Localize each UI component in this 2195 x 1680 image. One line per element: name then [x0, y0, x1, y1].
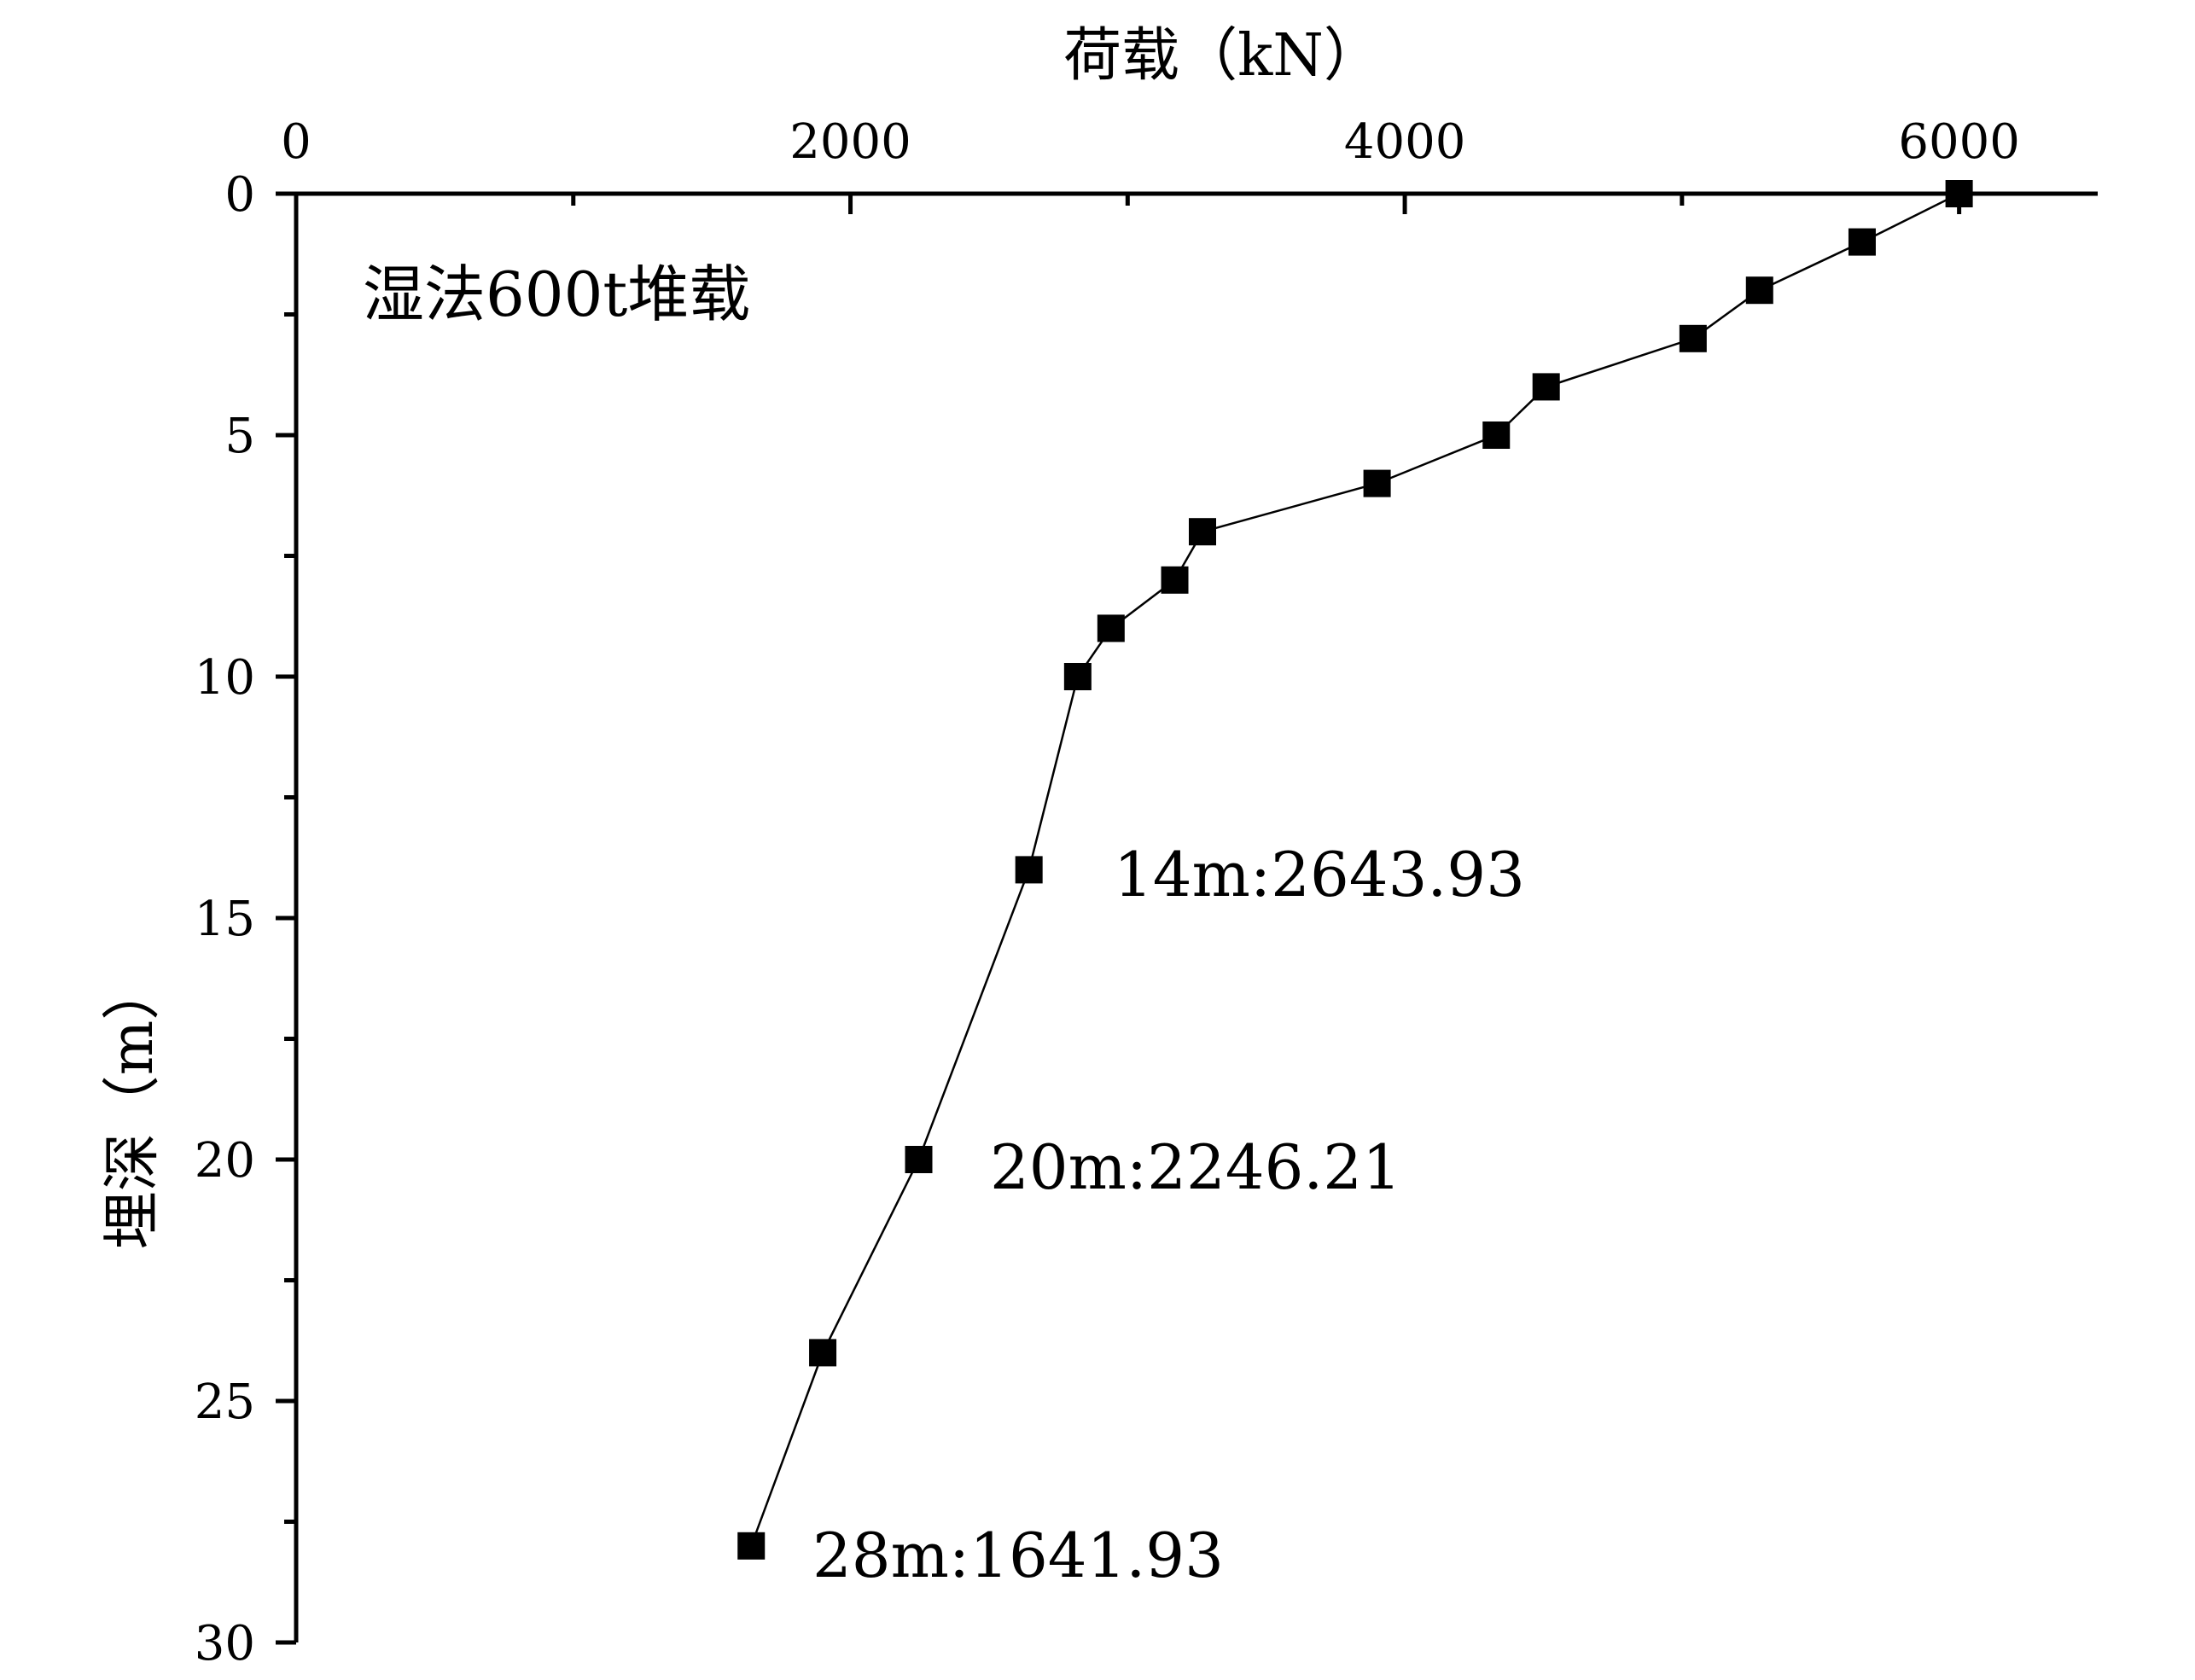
x-tick-label: 6000 [1898, 114, 2020, 170]
annotation-title: 湿法600t堆载 [363, 259, 750, 330]
data-point [1532, 373, 1560, 401]
data-point [1015, 856, 1043, 884]
x-tick-label: 0 [281, 114, 311, 170]
y-tick-label: 30 [195, 1616, 255, 1671]
data-point [1063, 663, 1092, 690]
data-point [1945, 180, 1973, 207]
y-tick-label: 5 [224, 409, 255, 464]
data-point [1848, 228, 1876, 256]
y-tick-label: 25 [195, 1375, 255, 1430]
x-tick-label: 4000 [1344, 114, 1466, 170]
y-tick-label: 20 [195, 1133, 255, 1189]
x-axis-title: 荷载（kN） [1063, 22, 1382, 90]
annotation-20m: 20m:2246.21 [990, 1131, 1401, 1203]
data-point [737, 1532, 766, 1560]
y-ticks: 0 5 10 15 20 25 30 [195, 167, 296, 1671]
y-axis-title: 埋深（m） [99, 962, 166, 1249]
series-markers [737, 180, 1973, 1560]
data-point [1679, 324, 1707, 352]
data-point [1188, 518, 1216, 546]
data-point [905, 1146, 933, 1173]
data-point [1363, 469, 1391, 497]
data-point [809, 1339, 837, 1367]
annotation-28m: 28m:1641.93 [812, 1520, 1224, 1591]
x-ticks: 0 2000 4000 6000 [281, 114, 2020, 214]
data-point [1097, 614, 1125, 642]
x-tick-label: 2000 [789, 114, 911, 170]
data-point [1745, 276, 1773, 305]
y-tick-label: 10 [195, 650, 255, 706]
annotation-14m: 14m:2643.93 [1114, 839, 1525, 910]
y-tick-label: 15 [195, 892, 255, 947]
y-tick-label: 0 [224, 167, 255, 223]
data-point [1161, 566, 1189, 594]
data-point [1482, 421, 1511, 449]
